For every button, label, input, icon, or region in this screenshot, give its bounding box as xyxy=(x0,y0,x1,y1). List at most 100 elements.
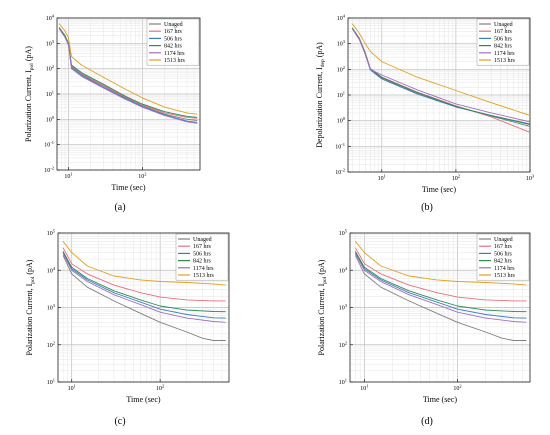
series-lines xyxy=(62,241,226,341)
legend-entry: 167 hrs xyxy=(494,244,512,250)
panel-label: (a) xyxy=(114,202,125,213)
legend-entry: 1174 hrs xyxy=(494,51,515,57)
panel-label: (b) xyxy=(421,202,433,213)
legend-entry: 167 hrs xyxy=(494,29,512,35)
series-line-1513-hrs xyxy=(58,23,198,115)
x-axis-label: Time (sec) xyxy=(111,183,145,192)
series-line-1174-hrs xyxy=(355,253,527,323)
x-tick-label: 102 xyxy=(453,384,461,393)
legend-entry: 506 hrs xyxy=(494,251,512,257)
grid-lines xyxy=(56,17,201,171)
legend-box xyxy=(175,233,229,281)
y-tick-label: 100 xyxy=(337,116,346,125)
y-tick-label: 102 xyxy=(339,340,347,349)
legend-entry: 1174 hrs xyxy=(164,51,185,57)
series-line-1174-hrs xyxy=(62,253,226,323)
y-axis-label: Polarization Current, Ipol (pA) xyxy=(317,259,328,355)
legend-box xyxy=(476,18,530,66)
legend-entry: 1513 hrs xyxy=(164,58,185,64)
y-tick-label: 101 xyxy=(337,91,345,100)
legend-entry: Unaged xyxy=(164,22,183,28)
legend-entry: 506 hrs xyxy=(494,36,512,42)
y-tick-label: 105 xyxy=(47,229,56,238)
series-line-unaged xyxy=(354,255,527,341)
y-tick-label: 10-2 xyxy=(44,166,54,175)
legend-entry: 167 hrs xyxy=(193,244,211,250)
chart-panel-c: 101 102 103 104 105 101 102 Time (sec) Polarizat… xyxy=(25,229,230,427)
x-tick-label: 101 xyxy=(68,384,76,393)
series-lines xyxy=(58,23,198,124)
series-line-1174-hrs xyxy=(58,28,198,124)
y-tick-label: 100 xyxy=(46,115,55,124)
x-tick-label: 101 xyxy=(378,174,386,183)
legend-box xyxy=(146,18,200,66)
panel-label: (d) xyxy=(421,416,433,427)
x-axis-label: Time (sec) xyxy=(422,185,456,194)
y-tick-label: 102 xyxy=(46,64,54,73)
series-lines xyxy=(351,23,530,133)
y-tick-label: 10-2 xyxy=(335,168,345,177)
series-line-1513-hrs xyxy=(355,241,527,286)
legend-entry: 842 hrs xyxy=(164,44,182,50)
y-tick-label: 105 xyxy=(339,229,348,238)
series-line-506-hrs xyxy=(62,252,226,319)
legend-entry: Unaged xyxy=(494,237,513,243)
y-tick-label: 102 xyxy=(47,340,55,349)
x-tick-label: 102 xyxy=(452,174,460,183)
chart-panel-b: 10-2 10-1 100 101 102 103 104 101 102 103 Time (se… xyxy=(315,14,535,214)
legend-box xyxy=(476,233,530,281)
series-line-167-hrs xyxy=(355,247,527,302)
y-tick-label: 102 xyxy=(337,65,345,74)
legend-entry: 842 hrs xyxy=(193,259,211,265)
series-lines xyxy=(354,241,527,341)
legend-entry: 842 hrs xyxy=(494,259,512,265)
series-line-842-hrs xyxy=(58,27,198,118)
legend-entry: 167 hrs xyxy=(164,29,182,35)
series-line-167-hrs xyxy=(62,247,226,302)
legend-entry: 1174 hrs xyxy=(193,266,214,272)
chart-panel-a: 10-2 10-1 100 101 102 103 104 101 102 Time (sec) P… xyxy=(24,14,201,213)
y-tick-label: 103 xyxy=(47,303,56,312)
y-axis-label: Depolarization Current, Idep (pA) xyxy=(315,42,326,148)
y-tick-label: 103 xyxy=(337,39,346,48)
legend-entry: 1513 hrs xyxy=(494,273,515,279)
legend-entry: 842 hrs xyxy=(494,44,512,50)
series-line-1513-hrs xyxy=(62,241,226,286)
chart-panel-d: 101 102 103 104 105 101 102 Time (sec) Polarizat… xyxy=(317,229,531,427)
series-line-1174-hrs xyxy=(351,28,530,123)
series-line-1513-hrs xyxy=(351,23,530,116)
y-tick-label: 101 xyxy=(46,90,54,99)
y-tick-label: 103 xyxy=(46,39,55,48)
legend-entry: 1513 hrs xyxy=(193,273,214,279)
series-line-842-hrs xyxy=(355,251,527,313)
x-tick-label: 101 xyxy=(360,384,368,393)
y-tick-label: 103 xyxy=(339,303,348,312)
x-axis-label: Time (sec) xyxy=(126,395,160,404)
y-tick-label: 101 xyxy=(47,378,55,387)
y-axis-label: Polarization Current, Ipol (pA) xyxy=(24,46,35,142)
x-tick-label: 101 xyxy=(64,172,72,181)
x-tick-label: 102 xyxy=(156,384,164,393)
panel-label: (c) xyxy=(114,416,125,427)
y-tick-label: 101 xyxy=(339,378,347,387)
legend-entry: 1513 hrs xyxy=(494,58,515,64)
series-line-842-hrs xyxy=(62,251,226,313)
series-line-unaged xyxy=(62,255,226,341)
y-tick-label: 104 xyxy=(46,14,55,23)
y-tick-label: 104 xyxy=(339,266,348,275)
legend-entry: 506 hrs xyxy=(164,36,182,42)
y-tick-label: 104 xyxy=(47,266,56,275)
series-line-506-hrs xyxy=(355,252,527,319)
legend-entry: 1174 hrs xyxy=(494,266,515,272)
legend-entry: Unaged xyxy=(193,237,212,243)
y-tick-label: 104 xyxy=(337,14,346,23)
x-tick-label: 102 xyxy=(138,172,146,181)
legend-entry: Unaged xyxy=(494,22,513,28)
x-tick-label: 103 xyxy=(526,174,535,183)
y-tick-label: 10-1 xyxy=(44,140,54,149)
